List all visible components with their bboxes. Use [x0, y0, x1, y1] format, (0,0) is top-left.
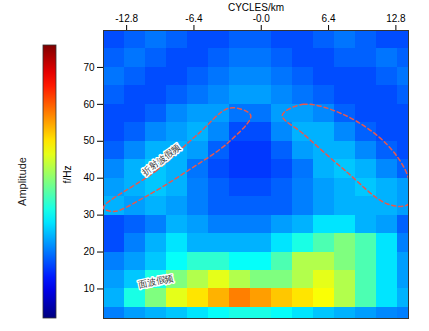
svg-text:-12.8: -12.8 [115, 13, 138, 24]
svg-text:70: 70 [83, 62, 95, 73]
svg-text:20: 20 [83, 246, 95, 257]
svg-text:50: 50 [83, 135, 95, 146]
svg-text:6.4: 6.4 [322, 13, 336, 24]
svg-text:Amplitude: Amplitude [16, 157, 28, 206]
svg-text:40: 40 [83, 172, 95, 183]
svg-text:CYCLES/km: CYCLES/km [228, 2, 284, 13]
svg-text:30: 30 [83, 209, 95, 220]
svg-text:折射波假频: 折射波假频 [140, 142, 182, 178]
svg-text:12.8: 12.8 [386, 13, 406, 24]
svg-text:-6.4: -6.4 [185, 13, 203, 24]
svg-text:10: 10 [83, 283, 95, 294]
svg-text:面波假频: 面波假频 [137, 273, 174, 290]
svg-text:-0.0: -0.0 [253, 13, 271, 24]
svg-text:60: 60 [83, 99, 95, 110]
svg-text:f/Hz: f/Hz [62, 166, 73, 184]
